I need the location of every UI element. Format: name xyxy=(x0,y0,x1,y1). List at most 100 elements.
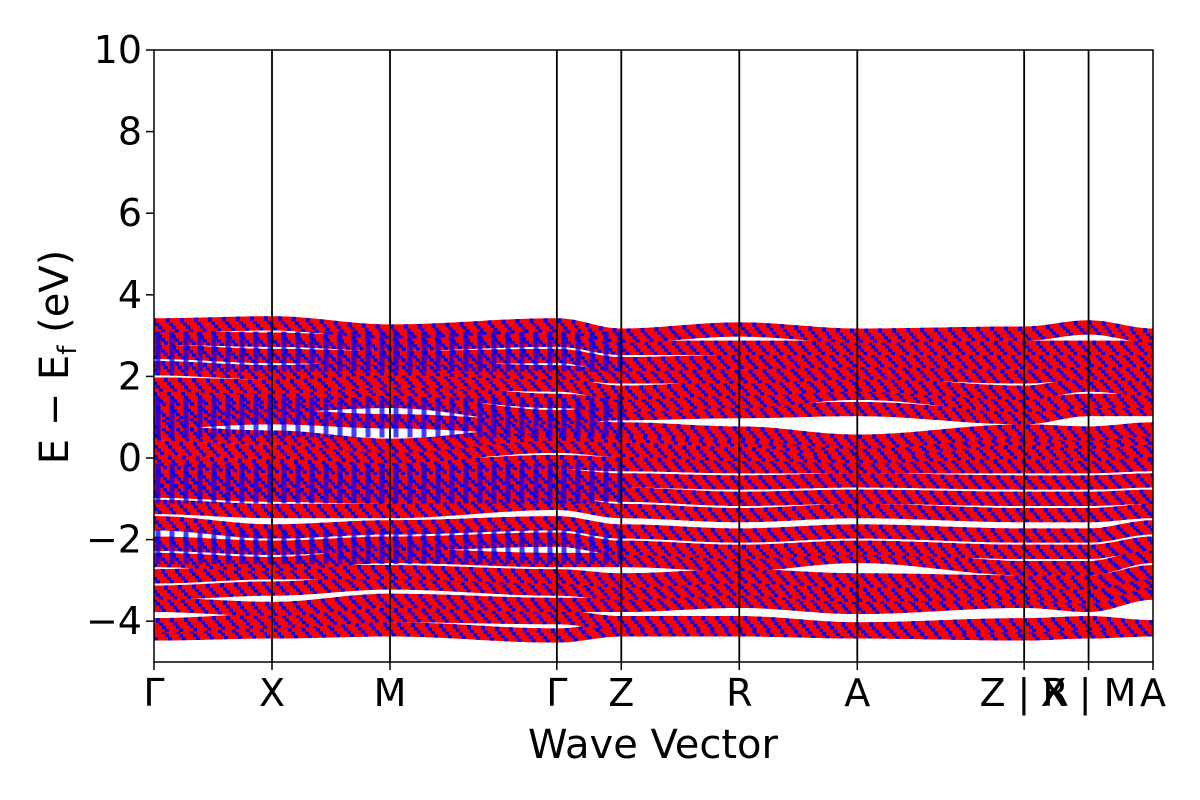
band-line-red xyxy=(154,516,1153,533)
band-line-blue xyxy=(154,495,1153,513)
band-line-red xyxy=(154,384,1153,406)
band-line-red xyxy=(154,607,1153,627)
band-line-red xyxy=(154,441,1153,457)
band-line-red xyxy=(154,354,1153,372)
band-line-red xyxy=(154,579,1153,601)
band-line-red xyxy=(154,319,1153,337)
band-line-blue xyxy=(154,361,1153,374)
band-line-red xyxy=(154,416,1153,446)
y-axis-title-main: E − E xyxy=(32,355,78,465)
x-tick-label: Γ xyxy=(143,671,164,715)
band-line-blue xyxy=(154,505,1153,523)
band-line-red xyxy=(154,617,1153,637)
band-line-red xyxy=(154,574,1153,590)
band-line-blue xyxy=(154,475,1153,487)
bands-layer xyxy=(154,316,1153,643)
x-tick-label: A xyxy=(844,671,870,715)
band-line-red xyxy=(154,558,1153,576)
x-axis-title: Wave Vector xyxy=(528,722,779,768)
band-line-red xyxy=(154,576,1153,598)
band-line-blue xyxy=(154,614,1153,634)
band-line-blue xyxy=(154,592,1153,613)
band-line-blue xyxy=(154,413,1153,443)
band-line-red xyxy=(154,573,1153,595)
y-tick-label: 4 xyxy=(118,273,142,317)
x-tick-label: R xyxy=(726,671,752,715)
band-line-blue xyxy=(154,483,1153,497)
band-line-red xyxy=(154,436,1153,460)
band-line-blue xyxy=(154,611,1153,630)
y-tick-label: 8 xyxy=(118,110,142,154)
band-line-blue xyxy=(154,548,1153,566)
x-tick-label: X xyxy=(259,671,285,715)
band-line-blue xyxy=(154,583,1153,604)
band-line-blue xyxy=(154,333,1153,349)
band-line-blue xyxy=(154,464,1153,476)
band-line-blue xyxy=(154,565,1153,580)
plot-frame xyxy=(153,49,1154,663)
band-line-red xyxy=(154,632,1153,643)
band-line-blue xyxy=(154,383,1153,400)
band-line-red xyxy=(154,454,1153,466)
band-line-blue xyxy=(154,391,1153,413)
y-tick-label: −4 xyxy=(86,599,142,643)
band-line-red xyxy=(154,498,1153,516)
band-line-red xyxy=(154,502,1153,520)
band-line-blue xyxy=(154,410,1153,440)
y-tick-label: 2 xyxy=(118,354,142,398)
band-line-red xyxy=(154,322,1153,340)
x-tick-label: X | M xyxy=(1041,671,1137,716)
band-line-blue xyxy=(154,337,1153,352)
y-tick-label: 10 xyxy=(94,28,142,72)
x-tick-label: M xyxy=(374,671,407,715)
band-line-blue xyxy=(154,388,1153,409)
band-line-red xyxy=(154,373,1153,391)
band-line-blue xyxy=(154,396,1153,418)
band-line-blue xyxy=(154,448,1153,464)
band-line-red xyxy=(154,419,1153,449)
band-line-red xyxy=(154,542,1153,559)
band-line-red xyxy=(154,351,1153,369)
y-tick-label: 6 xyxy=(118,191,142,235)
band-line-red xyxy=(154,493,1153,506)
y-axis-ticks: 10 8 6 4 2 0 −2 −4 xyxy=(86,28,154,643)
band-line-red xyxy=(154,316,1153,333)
band-line-blue xyxy=(154,469,1153,480)
band-line-red xyxy=(154,438,1153,454)
band-line-blue xyxy=(154,458,1153,469)
band-line-blue xyxy=(154,400,1153,422)
band-line-blue xyxy=(154,348,1153,365)
y-tick-label: 0 xyxy=(118,436,142,480)
band-line-red xyxy=(154,364,1153,378)
band-line-blue xyxy=(154,326,1153,343)
y-tick-label: −2 xyxy=(86,518,142,562)
band-line-blue xyxy=(154,595,1153,617)
x-tick-label: Z | R xyxy=(979,671,1068,716)
band-line-red xyxy=(154,532,1153,550)
band-line-blue xyxy=(154,472,1153,484)
band-line-blue xyxy=(154,535,1153,553)
band-line-red xyxy=(154,403,1153,425)
band-line-red xyxy=(154,490,1153,503)
band-line-blue xyxy=(154,522,1153,540)
band-line-blue xyxy=(154,461,1153,473)
band-line-red xyxy=(154,376,1153,394)
band-line-red xyxy=(154,445,1153,460)
y-axis-title: E − Ef (eV) xyxy=(32,250,83,465)
band-line-red xyxy=(154,330,1153,346)
x-tick-label: Γ xyxy=(546,671,567,715)
band-line-red xyxy=(154,519,1153,537)
band-line-red xyxy=(154,571,1153,587)
band-line-red xyxy=(154,479,1153,490)
band-line-blue xyxy=(154,344,1153,362)
x-tick-label: Z xyxy=(608,671,634,715)
band-line-red xyxy=(154,628,1153,640)
band-line-red xyxy=(154,367,1153,381)
band-line-red xyxy=(154,432,1153,456)
band-line-blue xyxy=(154,525,1153,543)
band-line-red xyxy=(154,568,1153,584)
y-axis-title-unit: (eV) xyxy=(32,250,78,346)
band-line-blue xyxy=(154,486,1153,500)
